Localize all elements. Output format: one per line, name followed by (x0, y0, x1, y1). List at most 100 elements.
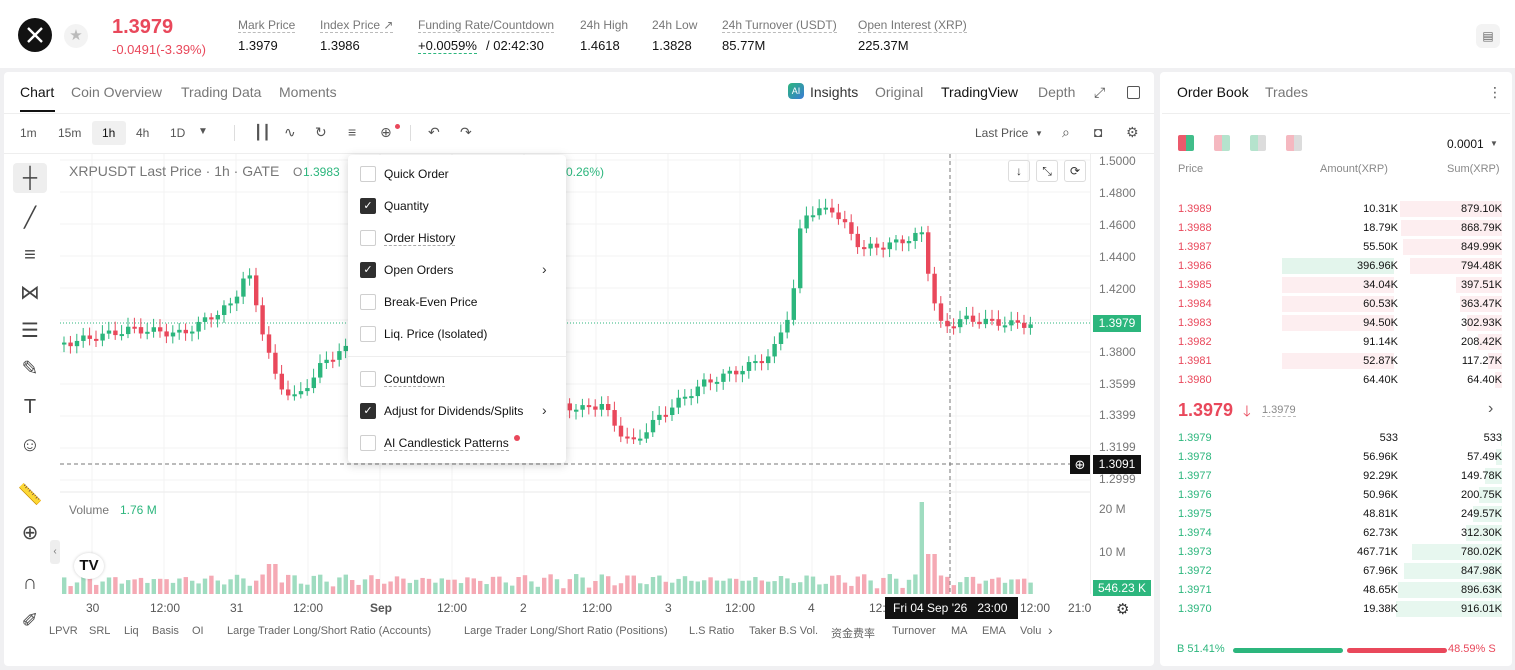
menu-break-even[interactable]: Break-Even Price (384, 295, 478, 309)
timeframe-dropdown-icon[interactable]: ▼ (198, 126, 208, 137)
ask-row[interactable]: 1.3988 18.79K 868.79K (1162, 219, 1502, 237)
bid-row[interactable]: 1.3972 67.96K 847.98K (1162, 562, 1502, 580)
trendline-tool-icon[interactable]: ╱ (23, 207, 37, 229)
menu-ai-patterns[interactable]: AI Candlestick Patterns (384, 436, 509, 451)
bid-row[interactable]: 1.3976 50.96K 200.75K (1162, 486, 1502, 504)
undo-icon[interactable]: ↶ (428, 124, 440, 140)
chevron-right-icon[interactable]: › (542, 402, 547, 418)
quantity-checkbox[interactable]: ✓ (360, 198, 376, 214)
view-alt-icon[interactable] (1214, 135, 1230, 151)
ask-row[interactable]: 1.3982 91.14K 208.42K (1162, 333, 1502, 351)
zoom-tool-icon[interactable]: ⊕ (21, 522, 39, 544)
bid-row[interactable]: 1.3979 533 533 (1162, 429, 1502, 447)
liq-price-checkbox[interactable] (360, 326, 376, 342)
open-orders-checkbox[interactable]: ✓ (360, 262, 376, 278)
quick-order-checkbox[interactable] (360, 166, 376, 182)
funding-rate-label[interactable]: Funding Rate/Countdown (418, 18, 555, 33)
bid-row[interactable]: 1.3978 56.96K 57.49K (1162, 448, 1502, 466)
menu-quick-order[interactable]: Quick Order (384, 167, 449, 181)
menu-open-orders[interactable]: Open Orders (384, 263, 454, 277)
indicator-taker-vol[interactable]: Taker B.S Vol. (749, 625, 819, 637)
more-menu-icon[interactable]: ⋮ (1488, 84, 1502, 100)
ask-row[interactable]: 1.3989 10.31K 879.10K (1162, 200, 1502, 218)
horizontal-lines-tool-icon[interactable]: ≡ (24, 244, 36, 266)
bid-row[interactable]: 1.3971 48.65K 896.63K (1162, 581, 1502, 599)
price-type-dropdown-icon[interactable]: ▼ (1035, 129, 1043, 138)
window-icon[interactable] (1127, 86, 1140, 99)
tab-tradingview[interactable]: TradingView (941, 84, 1019, 100)
bid-row[interactable]: 1.3973 467.71K 780.02K (1162, 543, 1502, 561)
mid-chevron-right-icon[interactable]: › (1488, 400, 1494, 417)
tab-chart[interactable]: Chart (20, 84, 55, 100)
collapse-icon[interactable]: ⤡ (1036, 160, 1058, 182)
view-bids-icon[interactable] (1250, 135, 1266, 151)
view-both-icon[interactable] (1178, 135, 1194, 151)
indicator-basis[interactable]: Basis (152, 625, 179, 637)
pattern-tool-icon[interactable]: ⋈ (20, 282, 40, 304)
indicator-liq[interactable]: Liq (124, 625, 139, 637)
ask-row[interactable]: 1.3983 94.50K 302.93K (1162, 314, 1502, 332)
tab-depth[interactable]: Depth (1038, 84, 1076, 100)
menu-liq-price[interactable]: Liq. Price (Isolated) (384, 327, 488, 341)
tab-trades[interactable]: Trades (1265, 84, 1309, 100)
ask-row[interactable]: 1.3981 52.87K 117.27K (1162, 352, 1502, 370)
timeframe-4h[interactable]: 4h (136, 126, 150, 140)
indicator-ma[interactable]: MA (951, 625, 968, 637)
crosshair-tool-icon[interactable]: ┼ (13, 163, 47, 193)
adjust-dividends-checkbox[interactable]: ✓ (360, 403, 376, 419)
indicator-ls-ratio[interactable]: L.S Ratio (689, 625, 735, 637)
text-tool-icon[interactable]: T (23, 396, 37, 418)
tab-moments[interactable]: Moments (279, 84, 337, 100)
tab-coin-overview[interactable]: Coin Overview (71, 84, 163, 100)
view-asks-icon[interactable] (1286, 135, 1302, 151)
indicator-turnover[interactable]: Turnover (892, 625, 936, 637)
menu-quantity[interactable]: Quantity (384, 199, 429, 213)
indicator-ema[interactable]: EMA (982, 625, 1006, 637)
refresh-icon[interactable]: ↻ (315, 124, 327, 140)
price-type-select[interactable]: Last Price (975, 126, 1029, 140)
bid-row[interactable]: 1.3974 62.73K 312.30K (1162, 524, 1502, 542)
precision-select[interactable]: 0.0001 (1447, 137, 1484, 151)
menu-countdown[interactable]: Countdown (384, 372, 445, 387)
axis-settings-icon[interactable]: ⚙ (1116, 601, 1130, 618)
camera-icon[interactable]: ◘ (1094, 124, 1103, 140)
timeframe-15m[interactable]: 15m (58, 126, 82, 140)
tab-order-book[interactable]: Order Book (1177, 84, 1249, 100)
menu-adjust-dividends[interactable]: Adjust for Dividends/Splits (384, 404, 524, 418)
timeframe-1h[interactable]: 1h (102, 126, 116, 140)
order-history-checkbox[interactable] (360, 230, 376, 246)
indicators-icon[interactable]: ∿ (284, 124, 296, 140)
turnover-24h-label[interactable]: 24h Turnover (USDT) (722, 18, 837, 33)
download-arrow-icon[interactable]: ↓ (1008, 160, 1030, 182)
timeframe-1d[interactable]: 1D (170, 126, 186, 140)
add-icon[interactable]: ⊕ (380, 124, 392, 140)
ask-row[interactable]: 1.3986 396.96K 794.48K (1162, 257, 1502, 275)
settings-gear-icon[interactable]: ⚙ (1126, 124, 1139, 140)
favorite-star-icon[interactable]: ★ (64, 24, 88, 48)
break-even-checkbox[interactable] (360, 294, 376, 310)
indicator-lt-positions[interactable]: Large Trader Long/Short Ratio (Positions… (464, 625, 668, 637)
timeframe-1m[interactable]: 1m (20, 126, 37, 140)
mark-price-label[interactable]: Mark Price (238, 18, 296, 33)
collapse-toolbar-icon[interactable]: ‹ (50, 540, 60, 564)
fib-tool-icon[interactable]: ☰ (21, 320, 39, 342)
indicator-volume[interactable]: Volu (1020, 625, 1042, 637)
bid-row[interactable]: 1.3970 19.38K 916.01K (1162, 600, 1502, 618)
expand-icon[interactable]: ⤢ (1094, 84, 1106, 100)
tab-original[interactable]: Original (875, 84, 924, 100)
funding-rate-value[interactable]: +0.0059% (418, 38, 477, 54)
index-price-label[interactable]: Index Price ↗ (320, 18, 394, 33)
magnet-tool-icon[interactable]: ∩ (22, 572, 38, 594)
bid-row[interactable]: 1.3975 48.81K 249.57K (1162, 505, 1502, 523)
ruler-tool-icon[interactable]: 📏 (17, 484, 43, 506)
template-icon[interactable]: ≡ (348, 124, 357, 140)
add-order-plus-icon[interactable]: ⊕ (1070, 455, 1090, 474)
countdown-checkbox[interactable] (360, 371, 376, 387)
redo-icon[interactable]: ↷ (460, 124, 472, 140)
candle-type-icon[interactable]: ┃┃ (254, 124, 271, 140)
refresh-chart-icon[interactable]: ⟳ (1064, 160, 1086, 182)
menu-order-history[interactable]: Order History (384, 231, 456, 246)
ask-row[interactable]: 1.3984 60.53K 363.47K (1162, 295, 1502, 313)
indicators-scroll-right-icon[interactable]: › (1048, 622, 1053, 638)
emoji-tool-icon[interactable]: ☺ (19, 434, 41, 456)
